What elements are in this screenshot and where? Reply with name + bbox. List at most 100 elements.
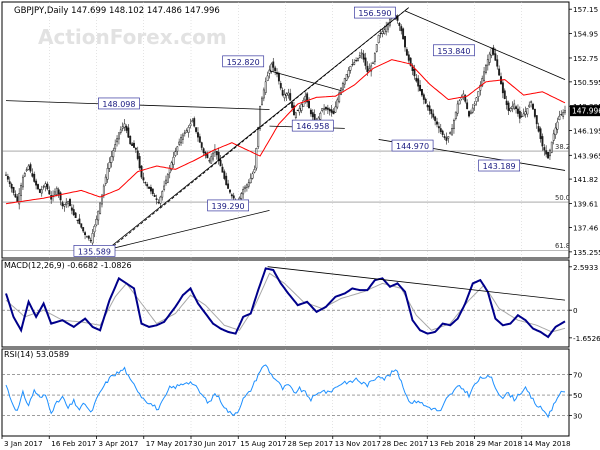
x-tick-label: 28 Sep 2017 bbox=[288, 439, 334, 448]
candle-body bbox=[443, 136, 446, 138]
candle-body bbox=[16, 196, 19, 202]
candle-body bbox=[424, 98, 427, 104]
candle-body bbox=[123, 123, 126, 128]
candle-body bbox=[313, 114, 316, 121]
candle-body bbox=[387, 22, 390, 30]
y-tick-label: 139.61 bbox=[573, 200, 598, 209]
candle-body bbox=[409, 57, 412, 66]
candle-body bbox=[12, 187, 15, 193]
candle-body bbox=[223, 171, 226, 179]
candle-body bbox=[326, 107, 329, 110]
candle-body bbox=[343, 78, 346, 85]
y-tick-label: 70 bbox=[573, 371, 583, 380]
candle-body bbox=[507, 102, 510, 111]
x-tick-label: 14 May 2018 bbox=[524, 439, 571, 448]
candle-body bbox=[513, 103, 516, 109]
candle-body bbox=[87, 235, 90, 239]
candle-body bbox=[515, 106, 518, 110]
candle-body bbox=[219, 159, 222, 167]
candle-body bbox=[151, 188, 154, 194]
candle-body bbox=[415, 77, 418, 82]
candle-body bbox=[479, 84, 482, 91]
candle-body bbox=[368, 68, 371, 71]
candle-body bbox=[264, 81, 267, 93]
channel-dashed-line bbox=[109, 7, 410, 250]
candle-body bbox=[251, 173, 254, 179]
candle-body bbox=[323, 108, 326, 110]
candle-body bbox=[357, 57, 359, 62]
candle-body bbox=[430, 109, 433, 115]
candle-body bbox=[543, 147, 546, 151]
macd-line bbox=[5, 267, 566, 339]
candle-body bbox=[539, 128, 542, 139]
x-tick-label: 28 Dec 2017 bbox=[382, 439, 428, 448]
candle-body bbox=[166, 173, 169, 183]
candle-body bbox=[93, 225, 96, 233]
candle-body bbox=[69, 199, 71, 207]
price-annotation-box bbox=[391, 139, 434, 152]
candle-body bbox=[25, 169, 28, 171]
candle-body bbox=[548, 149, 551, 157]
candle-body bbox=[289, 93, 292, 101]
candle-body bbox=[198, 136, 201, 143]
candle-body bbox=[8, 181, 11, 184]
price-annotation-box bbox=[207, 199, 249, 212]
candle-body bbox=[511, 105, 514, 110]
candle-body bbox=[187, 126, 190, 133]
candle-body bbox=[364, 57, 367, 66]
candle-body bbox=[456, 103, 459, 114]
x-tick-label: 13 Feb 2018 bbox=[429, 439, 474, 448]
candle-body bbox=[526, 108, 529, 115]
price-panel: ActionForex.com 38.2 50.0 61.8 148.098 135.58… bbox=[1, 1, 600, 259]
candle-body bbox=[458, 100, 461, 105]
candle-body bbox=[334, 106, 337, 113]
candle-body bbox=[488, 53, 491, 63]
candle-body bbox=[309, 109, 312, 115]
price-annotation-box bbox=[73, 245, 116, 257]
price-annotation: 153.840 bbox=[437, 47, 470, 56]
candle-body bbox=[37, 184, 39, 190]
candle-body bbox=[503, 90, 506, 100]
candle-body bbox=[413, 69, 416, 77]
candle-body bbox=[221, 166, 224, 173]
candle-body bbox=[117, 132, 120, 140]
candle-body bbox=[174, 151, 177, 156]
candle-body bbox=[436, 121, 438, 125]
candle-body bbox=[57, 189, 60, 195]
candle-body bbox=[362, 53, 365, 60]
candle-body bbox=[360, 52, 363, 55]
macd-plot-area bbox=[1, 259, 570, 348]
y-tick-label: 152.75 bbox=[573, 54, 598, 63]
candle-body bbox=[405, 49, 408, 56]
candle-body bbox=[501, 82, 504, 94]
y-tick-label: 154.95 bbox=[573, 30, 598, 39]
candle-body bbox=[42, 186, 45, 188]
candle-body bbox=[33, 173, 36, 182]
candle-body bbox=[541, 136, 544, 147]
price-annotation: 143.189 bbox=[483, 162, 516, 171]
macd-trendline bbox=[267, 266, 566, 301]
x-tick-label: 3 Jan 2017 bbox=[4, 439, 43, 448]
price-annotation-box bbox=[291, 119, 334, 132]
candle-body bbox=[70, 207, 73, 211]
candle-body bbox=[484, 64, 487, 73]
candle-body bbox=[434, 116, 437, 121]
candle-body bbox=[48, 190, 51, 195]
y-tick-label: -1.6526 bbox=[573, 334, 600, 343]
candle-body bbox=[537, 126, 540, 132]
candle-body bbox=[533, 108, 536, 117]
candle-body bbox=[486, 59, 489, 66]
candle-body bbox=[498, 68, 501, 76]
candle-body bbox=[372, 62, 374, 64]
macd-panel: 2.5933 0 -1.6526 bbox=[1, 259, 600, 348]
candle-body bbox=[78, 218, 81, 224]
candle-body bbox=[298, 108, 301, 113]
candle-body bbox=[27, 165, 30, 170]
candle-body bbox=[110, 156, 113, 163]
candle-body bbox=[244, 186, 246, 189]
candle-body bbox=[445, 137, 448, 141]
candle-body bbox=[358, 55, 361, 58]
candle-body bbox=[268, 69, 271, 74]
candle-body bbox=[112, 150, 115, 158]
candle-body bbox=[383, 29, 386, 35]
